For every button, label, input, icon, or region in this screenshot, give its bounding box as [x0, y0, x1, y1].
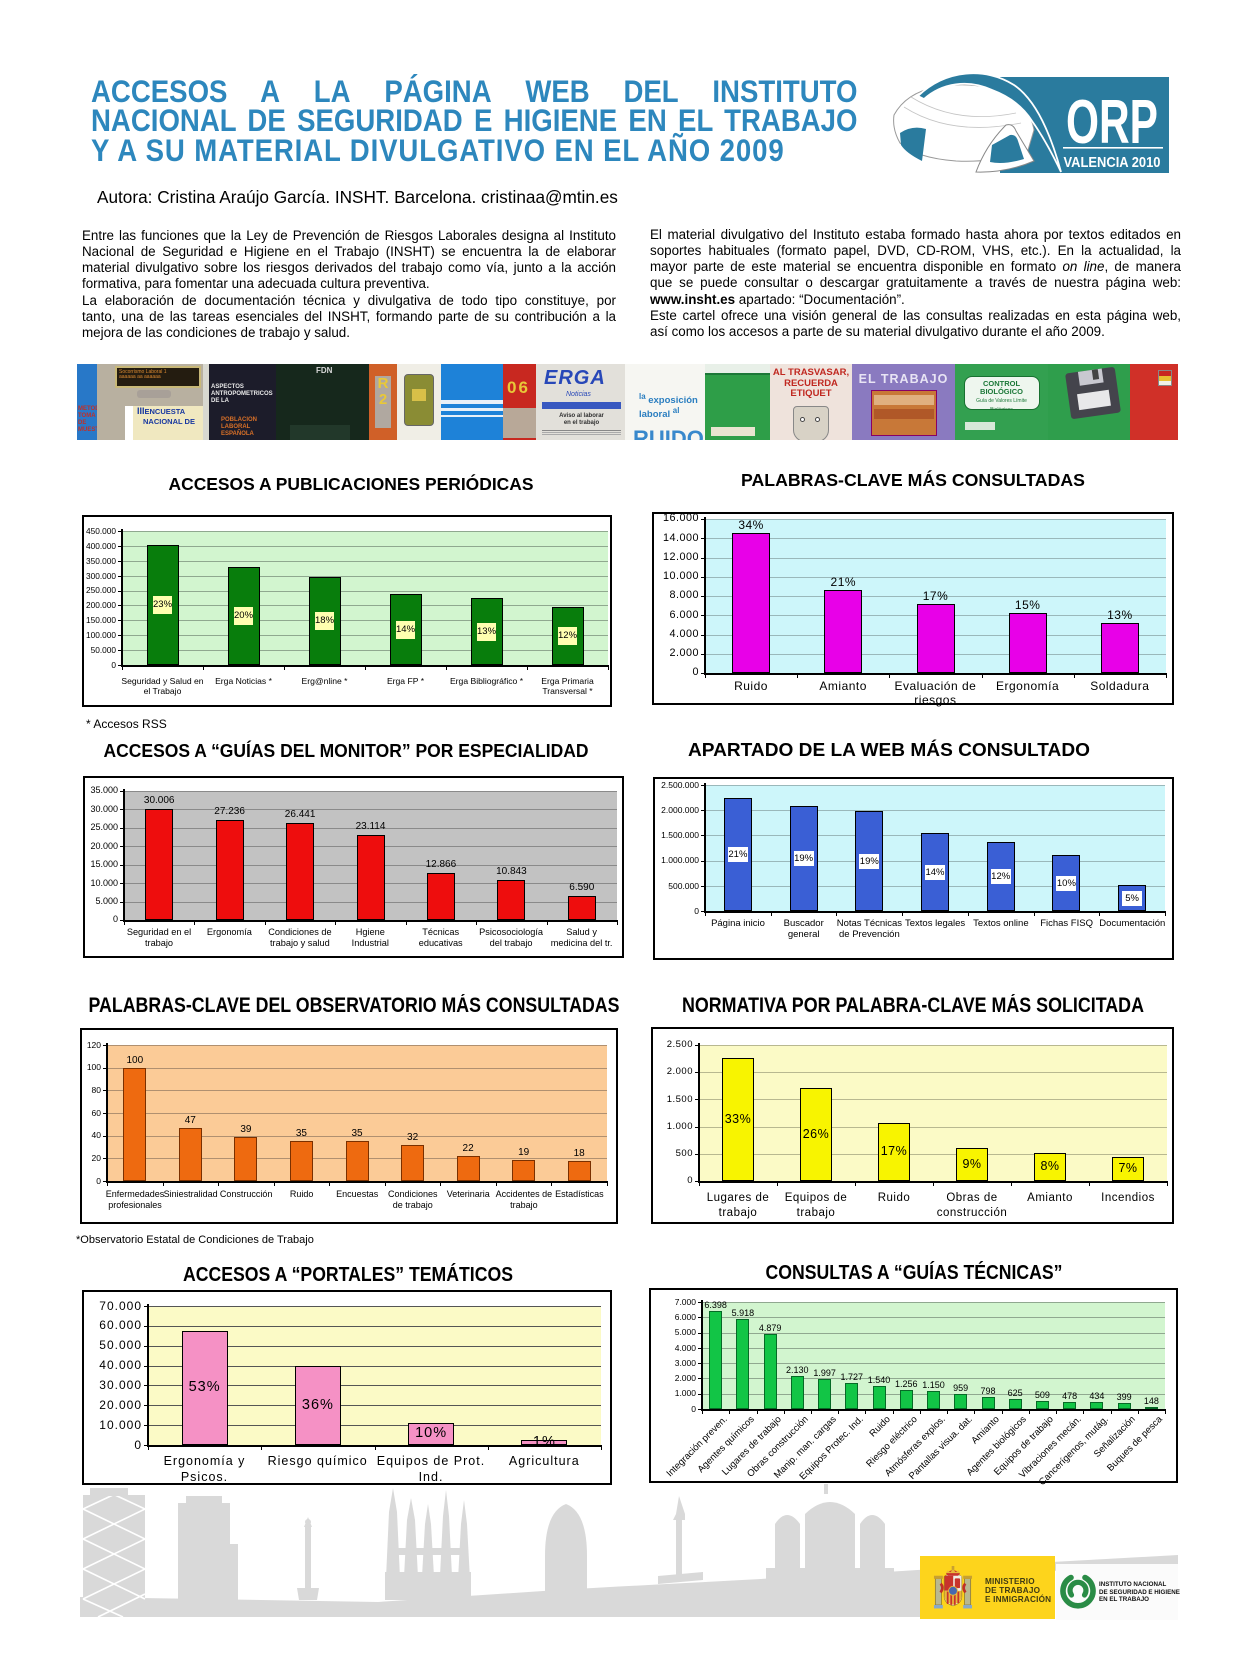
- svg-text:ORP: ORP: [1066, 88, 1158, 157]
- svg-text:VALENCIA 2010: VALENCIA 2010: [1064, 155, 1161, 171]
